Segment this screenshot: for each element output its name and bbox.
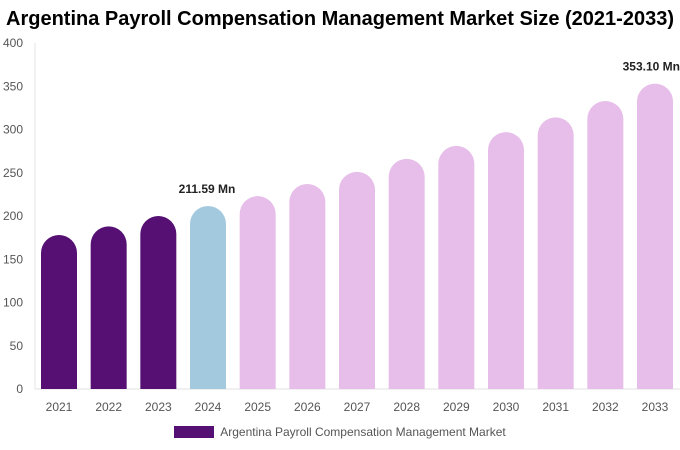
bar-2028 bbox=[388, 158, 425, 389]
bar-2033 bbox=[637, 83, 673, 390]
x-tick-label: 2026 bbox=[294, 400, 321, 414]
chart-title: Argentina Payroll Compensation Managemen… bbox=[6, 8, 674, 30]
legend-label: Argentina Payroll Compensation Managemen… bbox=[220, 425, 506, 439]
legend-swatch bbox=[174, 426, 215, 438]
y-tick-label: 100 bbox=[3, 296, 23, 310]
x-tick-label: 2029 bbox=[443, 400, 470, 414]
y-tick-label: 350 bbox=[3, 79, 23, 93]
x-tick-label: 2030 bbox=[493, 400, 520, 414]
y-tick-label: 400 bbox=[3, 36, 23, 50]
x-tick-label: 2022 bbox=[95, 400, 122, 414]
x-tick-label: 2032 bbox=[592, 400, 619, 414]
y-tick-label: 200 bbox=[3, 209, 23, 223]
bar-2022 bbox=[90, 226, 127, 389]
bar-2027 bbox=[339, 171, 375, 389]
data-label-2024: 211.59 Mn bbox=[179, 182, 236, 196]
data-label-2033: 353.10 Mn bbox=[623, 60, 680, 74]
bar-2030 bbox=[488, 132, 524, 389]
bar-2025 bbox=[239, 196, 276, 389]
bar-2026 bbox=[289, 183, 326, 389]
x-tick-label: 2033 bbox=[642, 400, 669, 414]
x-tick-label: 2024 bbox=[195, 400, 222, 414]
y-tick-label: 50 bbox=[10, 339, 24, 353]
y-tick-label: 150 bbox=[3, 252, 23, 266]
y-tick-label: 300 bbox=[3, 123, 23, 137]
bar-2023 bbox=[140, 216, 177, 389]
bar-2031 bbox=[537, 117, 574, 389]
x-tick-label: 2021 bbox=[46, 400, 73, 414]
bar-2024 bbox=[190, 205, 226, 389]
bar-2029 bbox=[438, 145, 475, 389]
bar-2021 bbox=[41, 235, 77, 389]
x-tick-label: 2031 bbox=[542, 400, 569, 414]
bar-2032 bbox=[587, 100, 624, 389]
y-tick-label: 0 bbox=[16, 382, 23, 396]
x-tick-label: 2027 bbox=[344, 400, 371, 414]
x-tick-label: 2025 bbox=[244, 400, 271, 414]
legend: Argentina Payroll Compensation Managemen… bbox=[0, 425, 680, 439]
x-tick-label: 2023 bbox=[145, 400, 172, 414]
x-tick-label: 2028 bbox=[393, 400, 420, 414]
y-tick-label: 250 bbox=[3, 166, 23, 180]
